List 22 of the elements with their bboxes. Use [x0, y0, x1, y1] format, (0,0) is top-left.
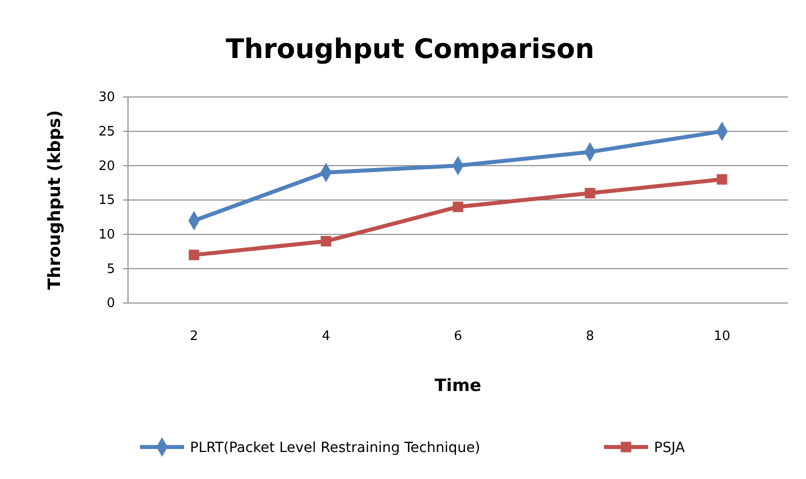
point — [452, 202, 464, 212]
y-tick-label: 20 — [98, 158, 115, 174]
y-tick-label: 0 — [106, 296, 115, 312]
y-tick-label: 15 — [98, 193, 115, 208]
x-tick-label: 6 — [454, 329, 462, 344]
point — [716, 174, 728, 185]
y-axis-title: Throughput (kbps) — [45, 110, 65, 290]
point — [584, 188, 596, 198]
x-tick-label: 8 — [586, 329, 594, 344]
y-tick-label: 5 — [106, 262, 115, 277]
legend-label: PLRT(Packet Level Restraining Technique) — [190, 440, 480, 456]
x-tick-label: 10 — [714, 329, 730, 344]
x-axis-title: Time — [434, 376, 482, 396]
x-tick-label: 2 — [190, 329, 198, 344]
y-tick-label: 30 — [98, 90, 115, 106]
point — [188, 250, 200, 260]
y-tick-label: 25 — [98, 124, 115, 140]
y-tick-label: 10 — [98, 227, 115, 242]
point — [320, 236, 332, 246]
legend-label: PSJA — [654, 440, 686, 456]
chart-title: Throughput Comparison — [226, 34, 594, 65]
x-tick-label: 4 — [322, 329, 330, 344]
